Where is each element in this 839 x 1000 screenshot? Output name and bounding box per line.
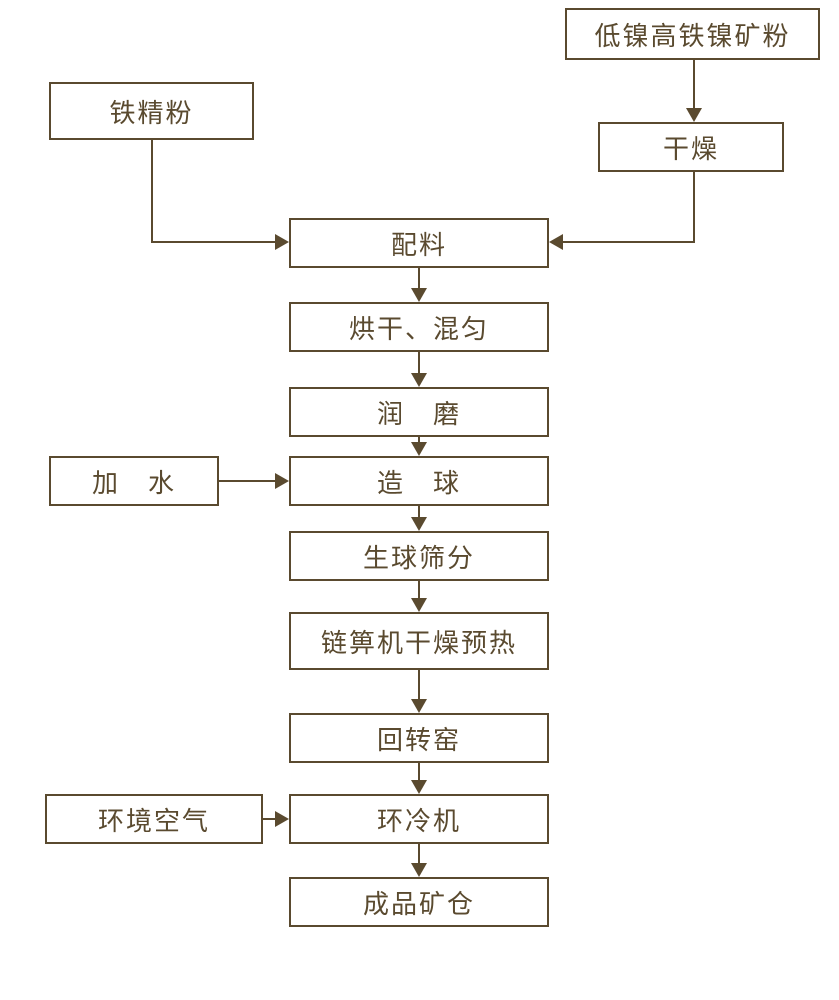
node-batching: 配料 xyxy=(289,218,549,268)
edge-line xyxy=(418,352,420,375)
node-dry-mix: 烘干、混匀 xyxy=(289,302,549,352)
node-add-water: 加 水 xyxy=(49,456,219,506)
node-pelletizing: 造 球 xyxy=(289,456,549,506)
edge-arrow xyxy=(411,863,427,877)
edge-arrow xyxy=(686,108,702,122)
node-preheating: 链箅机干燥预热 xyxy=(289,612,549,670)
node-label: 回转窑 xyxy=(377,720,461,757)
node-label: 环境空气 xyxy=(98,801,210,838)
node-label: 造 球 xyxy=(377,463,461,500)
node-label: 润 磨 xyxy=(377,394,461,431)
node-label: 链箅机干燥预热 xyxy=(321,623,517,660)
node-label: 干燥 xyxy=(663,129,719,166)
edge-arrow xyxy=(549,234,563,250)
edge-line xyxy=(219,480,276,482)
edge-arrow xyxy=(411,288,427,302)
edge-arrow xyxy=(411,780,427,794)
node-label: 加 水 xyxy=(92,463,176,500)
edge-line xyxy=(418,670,420,701)
node-cooler: 环冷机 xyxy=(289,794,549,844)
edge-arrow xyxy=(275,234,289,250)
edge-arrow xyxy=(275,473,289,489)
node-label: 配料 xyxy=(391,225,447,262)
edge-line xyxy=(418,844,420,865)
edge-line xyxy=(151,241,276,243)
node-label: 低镍高铁镍矿粉 xyxy=(594,16,790,53)
edge-arrow xyxy=(411,699,427,713)
node-nickel-ore: 低镍高铁镍矿粉 xyxy=(565,8,820,60)
node-label: 生球筛分 xyxy=(363,538,475,575)
edge-line xyxy=(563,241,695,243)
edge-line xyxy=(151,140,153,243)
edge-arrow xyxy=(411,373,427,387)
edge-arrow xyxy=(411,517,427,531)
node-kiln: 回转窑 xyxy=(289,713,549,763)
edge-arrow xyxy=(275,811,289,827)
node-label: 环冷机 xyxy=(377,801,461,838)
node-product-bin: 成品矿仓 xyxy=(289,877,549,927)
node-ambient-air: 环境空气 xyxy=(45,794,263,844)
edge-line xyxy=(418,268,420,290)
node-drying1: 干燥 xyxy=(598,122,784,172)
node-iron-powder: 铁精粉 xyxy=(49,82,254,140)
edge-line xyxy=(693,172,695,243)
node-label: 烘干、混匀 xyxy=(349,309,489,346)
edge-arrow xyxy=(411,442,427,456)
edge-arrow xyxy=(411,598,427,612)
node-label: 铁精粉 xyxy=(109,93,193,130)
node-label: 成品矿仓 xyxy=(363,884,475,921)
node-screening: 生球筛分 xyxy=(289,531,549,581)
node-grinding: 润 磨 xyxy=(289,387,549,437)
edge-line xyxy=(693,60,695,110)
